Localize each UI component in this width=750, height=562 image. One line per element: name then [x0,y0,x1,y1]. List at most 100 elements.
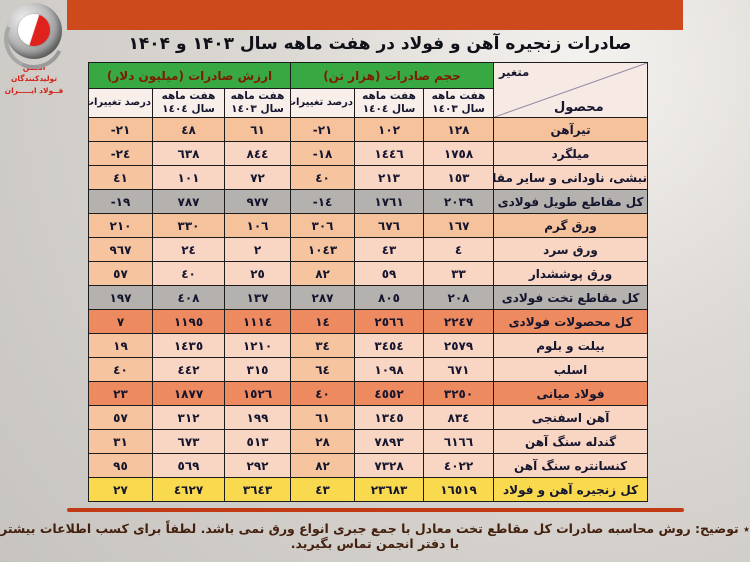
table-row: نبشی، ناودانی و سایر مقاطع ١٥٣ ٢١٣ ٤٠ ٧٢… [87,165,649,191]
volume-change-cell: ٨٢ [290,261,356,287]
page-title: صادرات زنجیره آهن و فولاد در هفت ماهه سا… [128,34,632,54]
footnote: ٭ توضیح: روش محاسبه صادرات کل مقاطع تخت … [0,521,750,551]
volume-1404-cell: ١٧٦١ [354,189,425,215]
volume-1403-cell: ٢٠٣٩ [423,189,495,215]
table-row: تیرآهن ١٢٨ ١٠٢ -٢١ ٦١ ٤٨ -٢١ [87,117,649,143]
value-change-cell: -٢١ [87,117,154,143]
diagonal-divider [494,63,647,117]
table-row: کل مقاطع تخت فولادی ٢٠٨ ٨٠٥ ٢٨٧ ١٣٧ ٤٠٨ … [87,285,649,311]
value-change-cell: ٥٧ [87,261,154,287]
value-change-cell: ٤١ [87,165,154,191]
product-cell: تیرآهن [493,117,649,143]
product-cell: اسلب [493,357,649,383]
value-1403-cell: ١٠٦ [224,213,292,239]
value-1403-cell: ١٩٩ [224,405,292,431]
product-cell: کنسانتره سنگ آهن [493,453,649,479]
top-banner-bar [67,0,683,30]
volume-1404-cell: ٨٠٥ [354,285,425,311]
volume-1403-cell: ١٦٧ [423,213,495,239]
table-row: کنسانتره سنگ آهن ٤٠٢٢ ٧٣٢٨ ٨٢ ٢٩٢ ٥٦٩ ٩٥ [87,453,649,479]
value-change-cell: ٢٣ [87,381,154,407]
volume-change-cell: ٤٠ [290,381,356,407]
volume-1403-cell: ١٧٥٨ [423,141,495,167]
table-row: ورق گرم ١٦٧ ٦٧٦ ٣٠٦ ١٠٦ ٣٣٠ ٢١٠ [87,213,649,239]
steel-association-logo-icon [6,3,62,59]
product-cell: میلگرد [493,141,649,167]
volume-1404-cell: ٢١٣ [354,165,425,191]
volume-1404-cell: ٤٥٥٢ [354,381,425,407]
table-row: ورق پوششدار ٣٣ ٥٩ ٨٢ ٢٥ ٤٠ ٥٧ [87,261,649,287]
group-header-value: ارزش صادرات (میلیون دلار) [87,62,292,89]
volume-change-cell: ١٠٤٣ [290,237,356,263]
value-change-cell: ١٩٧ [87,285,154,311]
value-change-cell: -١٩ [87,189,154,215]
volume-1404-cell: ٣٤٥٤ [354,333,425,359]
value-change-cell: ٢٧ [87,477,154,503]
volume-1403-cell: ٢٢٤٧ [423,309,495,335]
volume-change-cell: ٢٨٧ [290,285,356,311]
table-row: اسلب ٦٧١ ١٠٩٨ ٦٤ ٣١٥ ٤٤٢ ٤٠ [87,357,649,383]
value-1404-cell: ١٠١ [152,165,226,191]
table-row: کل مقاطع طویل فولادی ٢٠٣٩ ١٧٦١ -١٤ ٩٧٧ ٧… [87,189,649,215]
volume-1403-cell: ١٦٥١٩ [423,477,495,503]
value-change-cell: ٩٥ [87,453,154,479]
value-change-cell: ٣١ [87,429,154,455]
value-1404-cell: ٤٠ [152,261,226,287]
volume-change-cell: ٢٨ [290,429,356,455]
volume-1404-cell: ١٤٤٦ [354,141,425,167]
subheader-line2: سال ١٤٠٤ [162,103,215,116]
value-1403-cell: ٧٢ [224,165,292,191]
volume-1404-cell: ٧٨٩٣ [354,429,425,455]
footnote-text: روش محاسبه صادرات کل مقاطع تخت معادل با … [0,521,691,551]
value-change-cell: ٥٧ [87,405,154,431]
value-change-cell: ١٩ [87,333,154,359]
value-1403-cell: ٢٩٢ [224,453,292,479]
corner-cell: متغیر محصول [493,61,649,119]
subheader-line2: سال ١٤٠٣ [432,103,485,116]
product-cell: نبشی، ناودانی و سایر مقاطع [493,165,649,191]
volume-change-cell: -٢١ [290,117,356,143]
value-1404-cell: ٣١٢ [152,405,226,431]
value-1403-cell: ٢ [224,237,292,263]
value-1403-cell: ٦١ [224,117,292,143]
volume-1403-cell: ٦٧١ [423,357,495,383]
value-1404-cell: ٦٧٣ [152,429,226,455]
value-1404-cell: ١٨٧٧ [152,381,226,407]
table-row: میلگرد ١٧٥٨ ١٤٤٦ -١٨ ٨٤٤ ٦٣٨ -٢٤ [87,141,649,167]
value-1404-cell: ٦٣٨ [152,141,226,167]
value-1403-cell: ٥١٣ [224,429,292,455]
volume-1403-cell: ٣٢٥٠ [423,381,495,407]
product-cell: فولاد میانی [493,381,649,407]
volume-1403-cell: ١٢٨ [423,117,495,143]
value-1404-cell: ٤٠٨ [152,285,226,311]
value-1404-cell: ٣٣٠ [152,213,226,239]
volume-1403-cell: ٣٣ [423,261,495,287]
volume-1403-cell: ١٥٣ [423,165,495,191]
volume-change-cell: ٣٠٦ [290,213,356,239]
subheader-volume-change: درصد تغییرات [290,87,356,119]
volume-change-cell: ٣٤ [290,333,356,359]
corner-product-label: محصول [554,100,604,116]
subheader-volume-1403: هفت ماهه سال ١٤٠٣ [423,87,495,119]
product-cell: کل مقاطع طویل فولادی [493,189,649,215]
subheader-line2: سال ١٤٠٤ [362,103,416,116]
value-1403-cell: ١١١٤ [224,309,292,335]
product-cell: کل محصولات فولادی [493,309,649,335]
value-1403-cell: ٢٥ [224,261,292,287]
corner-variable-label: متغیر [499,65,530,79]
value-1403-cell: ١٢١٠ [224,333,292,359]
product-cell: ورق پوششدار [493,261,649,287]
footnote-label: ٭ توضیح: [695,521,750,536]
volume-1404-cell: ٦٧٦ [354,213,425,239]
subheader-line1: هفت ماهه [362,90,416,102]
value-1404-cell: ٥٦٩ [152,453,226,479]
volume-1403-cell: ٢٠٨ [423,285,495,311]
value-change-cell: ٢١٠ [87,213,154,239]
value-change-cell: ٤٠ [87,357,154,383]
volume-1404-cell: ٧٣٢٨ [354,453,425,479]
subheader-value-1403: هفت ماهه سال ١٤٠٣ [224,87,292,119]
value-1403-cell: ٩٧٧ [224,189,292,215]
table-row: فولاد میانی ٣٢٥٠ ٤٥٥٢ ٤٠ ١٥٢٦ ١٨٧٧ ٢٣ [87,381,649,407]
volume-1404-cell: ١٠٢ [354,117,425,143]
table-row: ورق سرد ٤ ٤٣ ١٠٤٣ ٢ ٢٤ ٩٦٧ [87,237,649,263]
